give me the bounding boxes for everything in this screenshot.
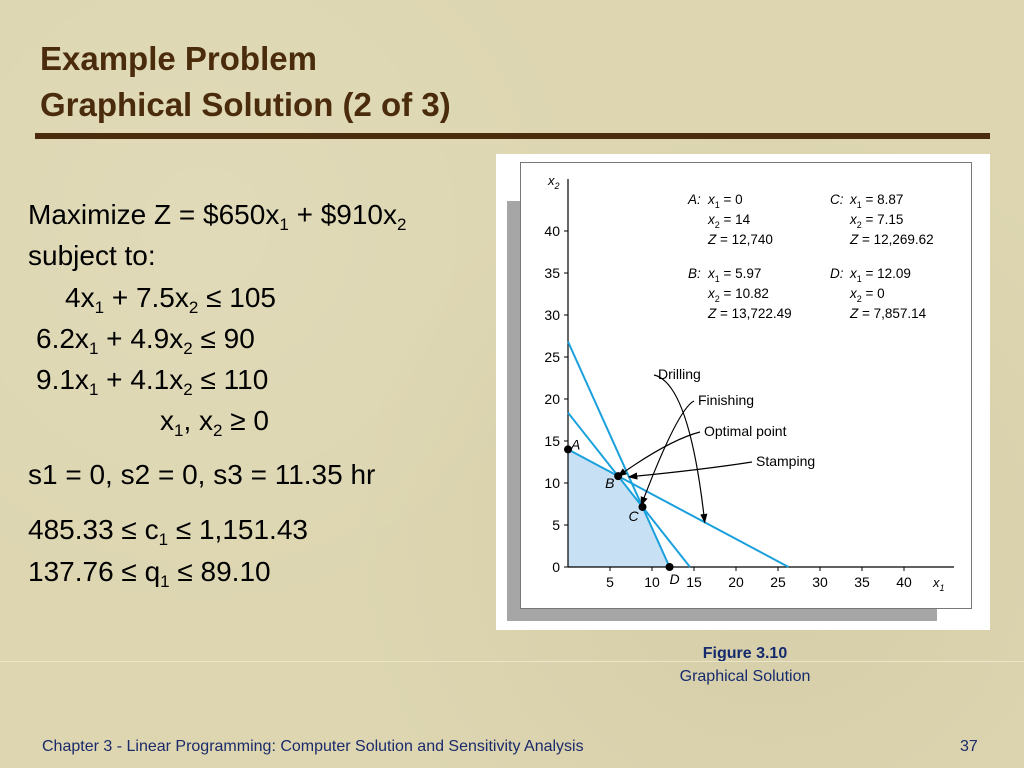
objective-coefficient-range: 485.33 ≤ c1 ≤ 1,151.43 bbox=[28, 514, 308, 549]
footer-page-number: 37 bbox=[960, 738, 978, 755]
constraint-line-stamping bbox=[567, 341, 671, 568]
constraint-line-finishing bbox=[567, 412, 691, 568]
detail-line-d: x2 = 0 bbox=[849, 286, 885, 304]
x-axis-label: x1 bbox=[932, 575, 945, 593]
objective-function: Maximize Z = $650x1 + $910x2 bbox=[28, 199, 407, 234]
constraint-3: 9.1x1 + 4.1x2 ≤ 110 bbox=[36, 364, 269, 399]
constraint-1: 4x1 + 7.5x2 ≤ 105 bbox=[65, 282, 277, 317]
x-tick-label: 30 bbox=[812, 574, 828, 590]
annotation-optimal-point: Optimal point bbox=[704, 423, 787, 439]
y-tick-label: 5 bbox=[552, 517, 560, 533]
x-tick-label: 20 bbox=[728, 574, 744, 590]
detail-line-b: x1 = 5.97 bbox=[707, 266, 761, 284]
y-tick-label: 30 bbox=[544, 307, 560, 323]
detail-label-c: C: bbox=[830, 192, 844, 207]
point-label-a: A bbox=[570, 436, 580, 452]
detail-line-a: Z = 12,740 bbox=[707, 232, 773, 247]
x-tick-label: 25 bbox=[770, 574, 786, 590]
y-axis-label: x2 bbox=[547, 173, 560, 191]
slide-title: Example Problem Graphical Solution (2 of… bbox=[40, 36, 451, 128]
detail-line-b: x2 = 10.82 bbox=[707, 286, 769, 304]
nonnegativity-constraint: x1, x2 ≥ 0 bbox=[160, 405, 269, 440]
x-tick-label: 15 bbox=[686, 574, 702, 590]
slack-values: s1 = 0, s2 = 0, s3 = 11.35 hr bbox=[28, 459, 376, 490]
detail-line-d: Z = 7,857.14 bbox=[849, 306, 927, 321]
y-tick-label: 10 bbox=[544, 475, 560, 491]
detail-line-c: Z = 12,269.62 bbox=[849, 232, 934, 247]
annotation-arrow-finishing bbox=[640, 400, 695, 507]
y-tick-label: 35 bbox=[544, 265, 560, 281]
rhs-range: 137.76 ≤ q1 ≤ 89.10 bbox=[28, 556, 271, 591]
x-tick-label: 10 bbox=[644, 574, 660, 590]
detail-label-a: A: bbox=[687, 192, 701, 207]
constraint-line-drilling bbox=[567, 448, 789, 568]
y-tick-label: 20 bbox=[544, 391, 560, 407]
point-d bbox=[665, 563, 674, 571]
point-label-d: D bbox=[670, 571, 680, 587]
x-tick-label: 35 bbox=[854, 574, 870, 590]
detail-line-a: x1 = 0 bbox=[707, 192, 743, 210]
annotation-stamping: Stamping bbox=[756, 453, 815, 469]
y-tick-label: 0 bbox=[552, 559, 560, 575]
x-tick-label: 5 bbox=[606, 574, 614, 590]
annotation-finishing: Finishing bbox=[698, 392, 754, 408]
detail-line-b: Z = 13,722.49 bbox=[707, 306, 792, 321]
figure-caption-subtitle: Graphical Solution bbox=[679, 668, 811, 685]
detail-line-c: x2 = 7.15 bbox=[849, 212, 903, 230]
y-tick-label: 15 bbox=[544, 433, 560, 449]
annotation-arrow-drilling bbox=[653, 374, 708, 524]
detail-line-c: x1 = 8.87 bbox=[849, 192, 903, 210]
annotation-arrow-optimal-point bbox=[617, 431, 701, 477]
detail-label-d: D: bbox=[830, 266, 844, 281]
graphical-solution-chart: 0 5 10 15 20 25 30 35 40 5 10 15 20 25 30 35 40 x2 x1 A B C D… bbox=[544, 173, 954, 593]
y-tick-label: 40 bbox=[544, 223, 560, 239]
footer-chapter: Chapter 3 - Linear Programming: Computer… bbox=[42, 738, 584, 755]
constraint-2: 6.2x1 + 4.9x2 ≤ 90 bbox=[36, 323, 255, 358]
subject-to-label: subject to: bbox=[28, 240, 156, 271]
y-tick-label: 25 bbox=[544, 349, 560, 365]
point-label-c: C bbox=[629, 508, 640, 524]
annotation-arrow-stamping bbox=[627, 461, 753, 480]
figure-caption-title: Figure 3.10 bbox=[702, 645, 788, 662]
title-line-1: Example Problem bbox=[40, 40, 317, 77]
x-tick-label: 40 bbox=[896, 574, 912, 590]
feasible-region bbox=[568, 449, 670, 567]
annotation-drilling: Drilling bbox=[658, 366, 701, 382]
detail-label-b: B: bbox=[688, 266, 701, 281]
footer-divider bbox=[0, 661, 1024, 662]
detail-line-d: x1 = 12.09 bbox=[849, 266, 911, 284]
detail-line-a: x2 = 14 bbox=[707, 212, 751, 230]
point-a bbox=[564, 445, 572, 454]
title-underline bbox=[35, 133, 990, 139]
title-line-2: Graphical Solution (2 of 3) bbox=[40, 86, 451, 123]
point-label-b: B bbox=[605, 475, 614, 491]
point-c bbox=[638, 502, 647, 511]
